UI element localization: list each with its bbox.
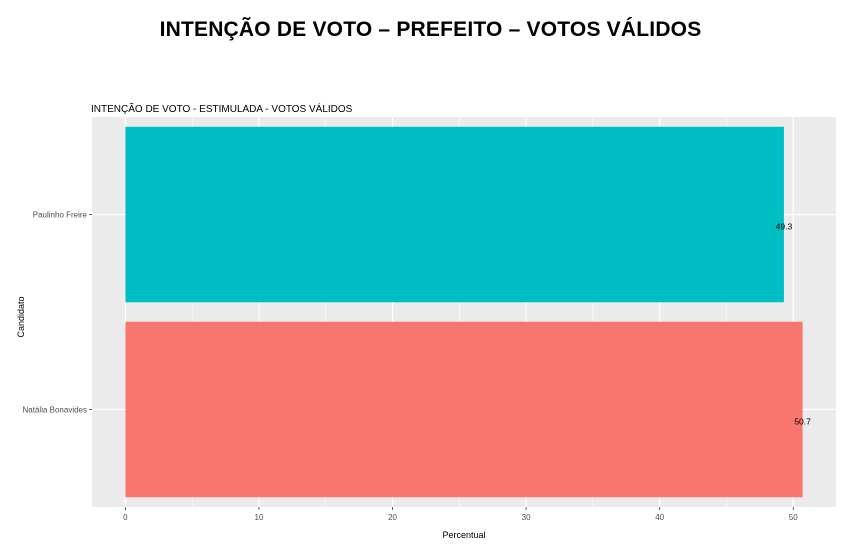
x-axis-title: Percentual <box>442 530 485 540</box>
x-tick-label: 10 <box>255 513 264 522</box>
x-tick-label: 40 <box>655 513 664 522</box>
page-title: INTENÇÃO DE VOTO – PREFEITO – VOTOS VÁLI… <box>159 18 702 41</box>
y-axis-title: Candidato <box>16 296 26 337</box>
x-tick-label: 50 <box>789 513 798 522</box>
chart-title: INTENÇÃO DE VOTO - ESTIMULADA - VOTOS VÁ… <box>91 102 353 115</box>
bars <box>125 126 803 498</box>
data-labels: 49.3 50.7 <box>776 222 812 427</box>
x-tick-label: 0 <box>123 513 128 522</box>
y-axis: Paulinho Freire Natália Bonavides <box>23 211 92 415</box>
y-tick-label: Natália Bonavides <box>23 406 87 415</box>
data-label: 49.3 <box>776 222 793 232</box>
x-axis: 0 10 20 30 40 50 <box>123 507 798 522</box>
data-label: 50.7 <box>794 417 811 427</box>
x-tick-label: 30 <box>522 513 531 522</box>
y-tick-label: Paulinho Freire <box>33 211 88 220</box>
bar <box>125 321 803 498</box>
bar <box>125 126 784 303</box>
x-tick-label: 20 <box>388 513 397 522</box>
